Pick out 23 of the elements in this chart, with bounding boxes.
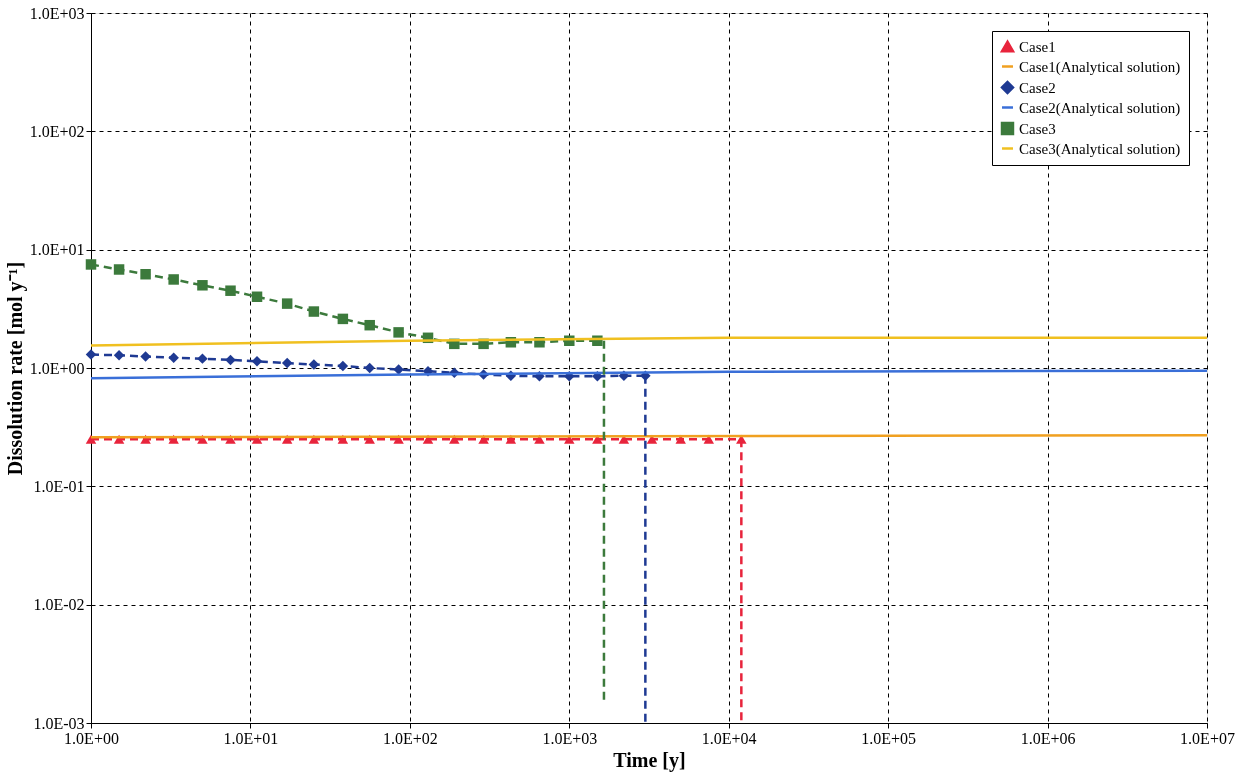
y-tick-label: 1.0E+01 (29, 241, 85, 259)
legend-label: Case2 (1019, 79, 1056, 96)
y-tick-label: 1.0E+03 (29, 4, 85, 22)
y-tick-label: 1.0E-01 (33, 477, 85, 495)
x-tick-label: 1.0E+07 (1180, 729, 1235, 747)
legend-label: Case1(Analytical solution) (1019, 58, 1181, 76)
y-tick-label: 1.0E-03 (33, 714, 85, 732)
x-tick-label: 1.0E+01 (223, 729, 279, 747)
x-tick-label: 1.0E+00 (64, 729, 119, 747)
x-axis-title: Time [y] (613, 748, 686, 772)
x-tick-label: 1.0E+03 (542, 729, 598, 747)
legend-label: Case3 (1019, 120, 1056, 137)
x-tick-label: 1.0E+02 (382, 729, 438, 747)
legend-label: Case2(Analytical solution) (1019, 99, 1181, 117)
y-tick-label: 1.0E+00 (29, 359, 85, 377)
x-tick-label: 1.0E+04 (701, 729, 757, 747)
legend-label: Case1 (1019, 38, 1056, 55)
legend-label: Case3(Analytical solution) (1019, 140, 1181, 158)
y-axis-title: Dissolution rate [mol y⁻¹] (3, 261, 27, 476)
y-tick-label: 1.0E-02 (33, 596, 85, 614)
y-tick-label: 1.0E+02 (29, 122, 85, 140)
x-tick-label: 1.0E+06 (1020, 729, 1076, 747)
x-tick-label: 1.0E+05 (861, 729, 917, 747)
